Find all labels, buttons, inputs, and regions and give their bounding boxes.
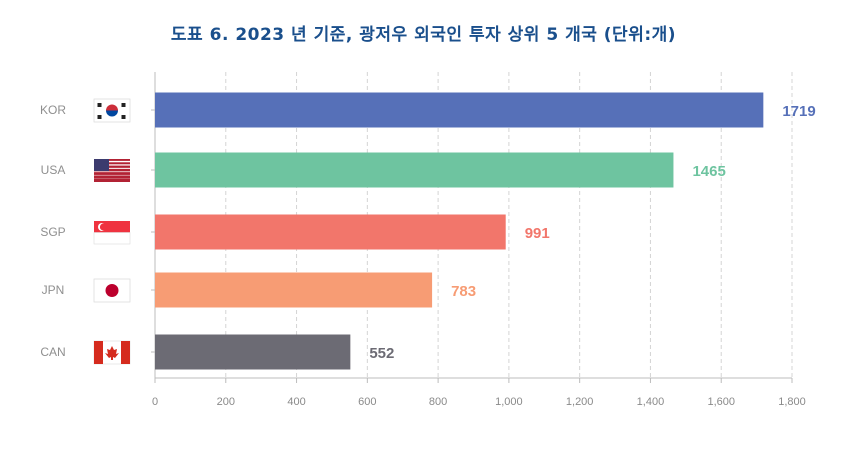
flag-crescent-cut [99, 223, 108, 231]
flag-canton [94, 159, 109, 171]
bar [155, 334, 351, 370]
flag-trigram [121, 115, 126, 119]
singapore-flag-icon [93, 221, 131, 245]
bar [155, 152, 674, 188]
value-label: 991 [525, 225, 550, 242]
x-tick-label: 1,000 [495, 396, 523, 408]
flag-stripe [94, 173, 130, 175]
x-tick-label: 200 [217, 396, 235, 408]
flag-top-band [94, 221, 130, 233]
value-label: 552 [369, 345, 394, 362]
flag-stripe [94, 169, 130, 172]
flag-bottom-band [93, 232, 131, 245]
flag-stripe [94, 180, 130, 182]
flag-stripe [94, 176, 130, 179]
value-label: 1465 [692, 163, 725, 180]
flag-trigram [121, 103, 126, 107]
flag-taegeuk-top [106, 104, 118, 111]
korea-flag-icon [93, 98, 131, 123]
value-label: 1719 [782, 103, 815, 120]
value-label: 783 [451, 283, 476, 300]
x-tick-label: 600 [358, 396, 376, 408]
category-label: USA [41, 163, 66, 177]
category-label: KOR [40, 103, 66, 117]
bar [155, 214, 506, 250]
x-tick-label: 0 [152, 396, 158, 408]
category-label: JPN [42, 283, 65, 297]
flag-stripe [94, 172, 130, 174]
flag-stripe [94, 178, 130, 181]
x-tick-label: 1,400 [637, 396, 665, 408]
category-label: SGP [40, 225, 65, 239]
x-tick-label: 1,600 [707, 396, 735, 408]
bar [155, 92, 764, 128]
category-label: CAN [40, 345, 65, 359]
bar [155, 272, 433, 308]
flag-trigram [97, 115, 102, 119]
flag-trigram [97, 103, 102, 107]
x-tick-label: 1,200 [566, 396, 594, 408]
flag-sun [105, 284, 119, 297]
x-tick-label: 400 [287, 396, 305, 408]
japan-flag-icon [93, 278, 131, 303]
chart-title: 도표 6. 2023 년 기준, 광저우 외국인 투자 상위 5 개국 (단위:… [170, 25, 677, 45]
canada-flag-icon [93, 340, 131, 365]
x-tick-label: 1,800 [778, 396, 806, 408]
flag-taegeuk-bottom [106, 110, 118, 117]
flag-stripe [94, 175, 130, 178]
flag-maple-leaf [105, 346, 119, 360]
usa-flag-icon [94, 159, 130, 182]
flag-left-band [94, 341, 103, 364]
x-tick-label: 800 [429, 396, 447, 408]
flag-stripe [94, 166, 130, 168]
flag-stripe [94, 159, 130, 161]
flag-right-band [121, 341, 130, 364]
flag-stripe [94, 162, 130, 165]
